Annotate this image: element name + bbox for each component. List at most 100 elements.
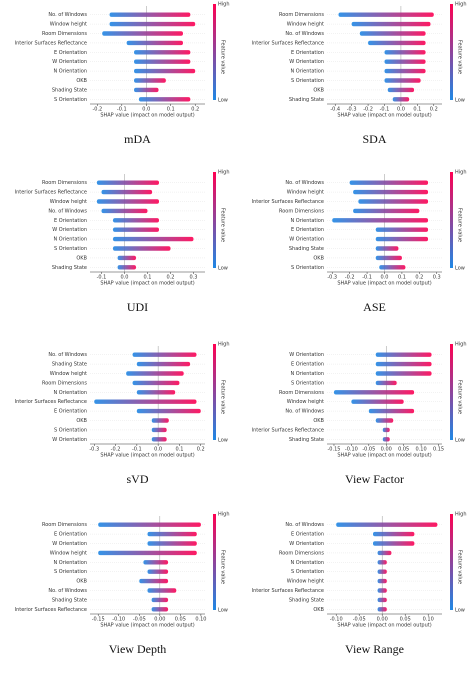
feature-label: OKB (76, 418, 87, 424)
swarm (375, 246, 399, 251)
swarm (377, 588, 387, 593)
colorbar (450, 344, 453, 440)
x-tick-label: 0.1 (398, 275, 406, 281)
swarm (136, 361, 191, 367)
panel-title: sVD (126, 472, 148, 486)
feature-label: E Orientation (54, 532, 87, 538)
swarm (134, 59, 191, 64)
feature-label: S Orientation (54, 427, 87, 433)
x-axis-label: SHAP value (impact on model output) (337, 623, 431, 629)
panel-title: mDA (124, 132, 151, 146)
swarm (375, 227, 429, 232)
x-tick-label: -0.10 (112, 617, 125, 623)
swarm (373, 541, 415, 546)
feature-label: S Orientation (54, 569, 87, 575)
x-tick-label: -0.15 (328, 447, 341, 453)
feature-label: Interior Surfaces Reflectance (15, 40, 87, 46)
colorbar-low: Low (455, 98, 465, 104)
feature-label: Interior Surfaces Reflectance (252, 40, 324, 46)
swarm (151, 607, 169, 612)
swarm (151, 418, 169, 423)
colorbar-low: Low (218, 608, 228, 614)
x-tick-label: 0.1 (175, 447, 183, 453)
feature-label: E Orientation (54, 218, 87, 224)
x-axis-label: SHAP value (impact on model output) (100, 623, 194, 629)
x-tick-label: -0.2 (92, 107, 102, 113)
x-tick-label: 0.0 (381, 275, 389, 281)
x-tick-label: -0.3 (347, 107, 357, 113)
feature-label: S Orientation (291, 569, 324, 575)
feature-label: E Orientation (54, 409, 87, 415)
feature-label: Shading State (289, 437, 324, 443)
swarm (377, 597, 387, 603)
feature-label: N Orientation (53, 390, 87, 396)
feature-label: W Orientation (52, 227, 87, 233)
feature-label: S Orientation (54, 246, 87, 252)
swarm (134, 50, 191, 55)
colorbar (450, 514, 453, 610)
feature-label: N Orientation (53, 560, 87, 566)
x-tick-label: 0.1 (167, 107, 175, 113)
panel-title: SDA (362, 132, 386, 146)
swarm (136, 390, 176, 395)
swarm (126, 371, 184, 376)
feature-label: Window height (50, 371, 87, 377)
swarm (377, 569, 387, 574)
x-tick-label: -0.3 (89, 447, 99, 453)
swarm (132, 352, 197, 357)
swarm (387, 87, 415, 93)
swarm (113, 227, 159, 232)
feature-label: Room Dimensions (279, 390, 324, 396)
swarm (151, 597, 169, 603)
feature-label: N Orientation (290, 371, 324, 377)
x-tick-label: -0.1 (362, 275, 372, 281)
swarm (147, 588, 177, 593)
swarm (373, 531, 415, 537)
swarm (382, 427, 390, 433)
feature-label: E Orientation (291, 532, 324, 538)
feature-label: Window height (50, 550, 87, 556)
feature-label: S Orientation (291, 78, 324, 84)
feature-label: Shading State (52, 87, 87, 93)
feature-label: OKB (313, 607, 324, 613)
x-tick-label: 0.00 (154, 617, 165, 623)
panel-title: View Depth (109, 642, 167, 656)
feature-label: N Orientation (290, 560, 324, 566)
x-tick-label: 0.3 (433, 275, 441, 281)
feature-label: No. of Windows (48, 588, 87, 594)
swarm (349, 180, 429, 185)
x-tick-label: -0.1 (380, 107, 390, 113)
colorbar-high: High (455, 512, 467, 518)
colorbar-low: Low (218, 438, 228, 444)
colorbar-high: High (218, 342, 230, 348)
swarm (136, 408, 201, 414)
x-tick-label: 0.05 (400, 617, 411, 623)
x-tick-label: -0.4 (330, 107, 340, 113)
feature-label: Shading State (289, 97, 324, 103)
swarm (377, 550, 392, 556)
x-tick-label: 0.2 (167, 275, 175, 281)
feature-label: Window height (287, 399, 324, 405)
colorbar-label: Feature value (457, 550, 463, 584)
feature-label: Shading State (52, 362, 87, 368)
swarm (138, 97, 191, 102)
x-axis-label: SHAP value (impact on model output) (100, 113, 194, 119)
feature-label: W Orientation (289, 59, 324, 65)
swarm (353, 189, 429, 195)
swarm (98, 550, 197, 556)
colorbar-low: Low (455, 608, 465, 614)
x-tick-label: 0.00 (377, 617, 388, 623)
swarm (353, 208, 420, 214)
swarm (384, 68, 426, 74)
swarm (117, 265, 136, 270)
swarm (375, 352, 432, 357)
colorbar-label: Feature value (220, 208, 226, 242)
feature-label: E Orientation (54, 50, 87, 56)
feature-label: No. of Windows (285, 31, 324, 37)
feature-label: E Orientation (291, 50, 324, 56)
feature-label: Interior Surfaces Reflectance (15, 607, 87, 613)
feature-label: OKB (76, 579, 87, 585)
swarm (147, 531, 197, 537)
colorbar-high: High (218, 170, 230, 176)
